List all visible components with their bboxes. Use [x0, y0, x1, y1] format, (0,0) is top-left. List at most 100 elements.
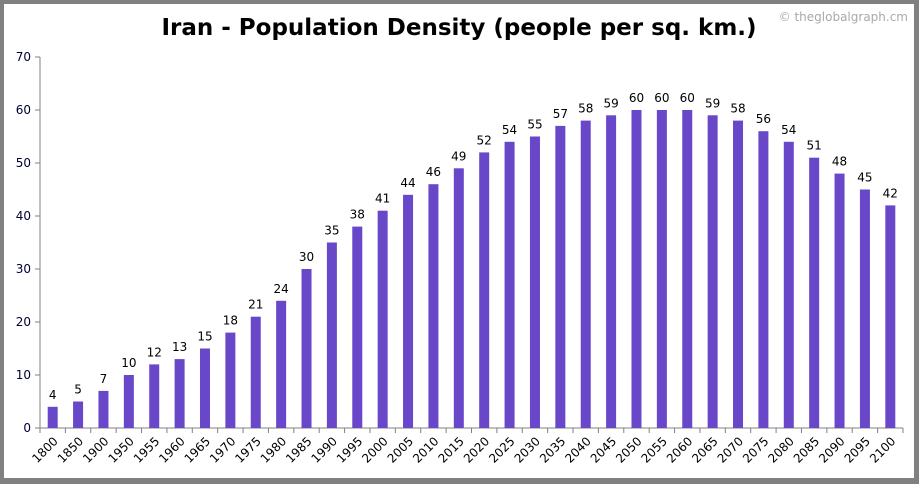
bar — [733, 120, 744, 428]
watermark: © theglobalgraph.cm — [778, 10, 908, 24]
y-tick-label: 50 — [16, 156, 31, 170]
x-tick-label: 2070 — [715, 434, 746, 465]
bar — [758, 131, 769, 428]
bar — [631, 110, 642, 428]
x-tick-label: 2055 — [638, 434, 669, 465]
data-label: 38 — [350, 208, 365, 222]
data-label: 4 — [49, 388, 57, 402]
x-tick-label: 2030 — [512, 434, 543, 465]
data-label: 52 — [477, 133, 492, 147]
bar — [98, 390, 109, 428]
x-tick-label: 2025 — [486, 434, 517, 465]
bar — [123, 375, 134, 428]
x-tick-label: 1955 — [131, 434, 162, 465]
bar — [301, 269, 312, 428]
data-label: 10 — [121, 356, 136, 370]
x-tick-label: 2065 — [689, 434, 720, 465]
data-label: 55 — [527, 118, 542, 132]
bar — [783, 141, 794, 429]
bar — [199, 348, 210, 428]
y-tick-label: 10 — [16, 368, 31, 382]
y-tick-label: 30 — [16, 262, 31, 276]
bar — [656, 110, 667, 428]
bar — [453, 168, 464, 429]
x-tick-label: 1900 — [80, 434, 111, 465]
data-label: 46 — [426, 165, 441, 179]
x-tick-label: 1850 — [55, 434, 86, 465]
y-tick-label: 70 — [16, 50, 31, 64]
bar — [47, 406, 58, 428]
bar — [326, 242, 337, 428]
bar — [606, 115, 617, 429]
data-label: 60 — [680, 91, 695, 105]
x-tick-label: 2005 — [385, 434, 416, 465]
bar — [250, 316, 261, 428]
data-label: 30 — [299, 250, 314, 264]
data-label: 7 — [100, 372, 108, 386]
x-tick-label: 2040 — [562, 434, 593, 465]
data-label: 35 — [324, 224, 339, 238]
bar — [555, 125, 566, 429]
data-label: 48 — [832, 155, 847, 169]
bar — [529, 136, 540, 428]
data-label: 12 — [147, 345, 162, 359]
bar — [276, 300, 287, 428]
bar — [403, 194, 414, 428]
x-tick-label: 1960 — [156, 434, 187, 465]
data-label: 54 — [502, 123, 517, 137]
bar — [859, 189, 870, 428]
data-label: 41 — [375, 192, 390, 206]
data-label: 57 — [553, 107, 568, 121]
bar — [428, 184, 439, 428]
x-tick-label: 1980 — [258, 434, 289, 465]
x-tick-label: 1995 — [334, 434, 365, 465]
bar — [377, 210, 388, 428]
bar — [682, 110, 693, 428]
data-label: 59 — [603, 96, 618, 110]
data-label: 42 — [883, 186, 898, 200]
data-label: 5 — [74, 383, 82, 397]
bar — [580, 120, 591, 428]
bar — [174, 359, 185, 428]
x-tick-label: 2075 — [740, 434, 771, 465]
x-tick-label: 1970 — [207, 434, 238, 465]
y-tick-label: 20 — [16, 315, 31, 329]
data-label: 21 — [248, 298, 263, 312]
x-tick-label: 1950 — [105, 434, 136, 465]
data-label: 60 — [654, 91, 669, 105]
bar — [352, 226, 363, 428]
data-label: 54 — [781, 123, 796, 137]
x-tick-label: 2045 — [588, 434, 619, 465]
data-label: 56 — [756, 112, 771, 126]
x-tick-label: 2020 — [461, 434, 492, 465]
bar — [707, 115, 718, 429]
data-label: 51 — [807, 139, 822, 153]
y-tick-label: 0 — [23, 421, 31, 435]
x-tick-label: 1965 — [182, 434, 213, 465]
x-tick-label: 2015 — [435, 434, 466, 465]
data-label: 49 — [451, 149, 466, 163]
data-label: 44 — [400, 176, 415, 190]
data-label: 59 — [705, 96, 720, 110]
x-tick-label: 2090 — [816, 434, 847, 465]
y-tick-label: 60 — [16, 103, 31, 117]
x-tick-label: 2035 — [537, 434, 568, 465]
data-label: 58 — [730, 102, 745, 116]
data-label: 24 — [273, 282, 288, 296]
chart-title: Iran - Population Density (people per sq… — [161, 15, 757, 41]
data-label: 60 — [629, 91, 644, 105]
bar — [149, 364, 160, 428]
x-tick-label: 2085 — [791, 434, 822, 465]
x-tick-label: 1990 — [309, 434, 340, 465]
x-tick-label: 2000 — [359, 434, 390, 465]
data-label: 58 — [578, 102, 593, 116]
x-tick-label: 1975 — [232, 434, 263, 465]
bar — [225, 332, 236, 428]
bar — [504, 141, 515, 429]
y-tick-label: 40 — [16, 209, 31, 223]
x-tick-label: 2095 — [842, 434, 873, 465]
x-tick-label: 2050 — [613, 434, 644, 465]
bar — [73, 401, 84, 428]
